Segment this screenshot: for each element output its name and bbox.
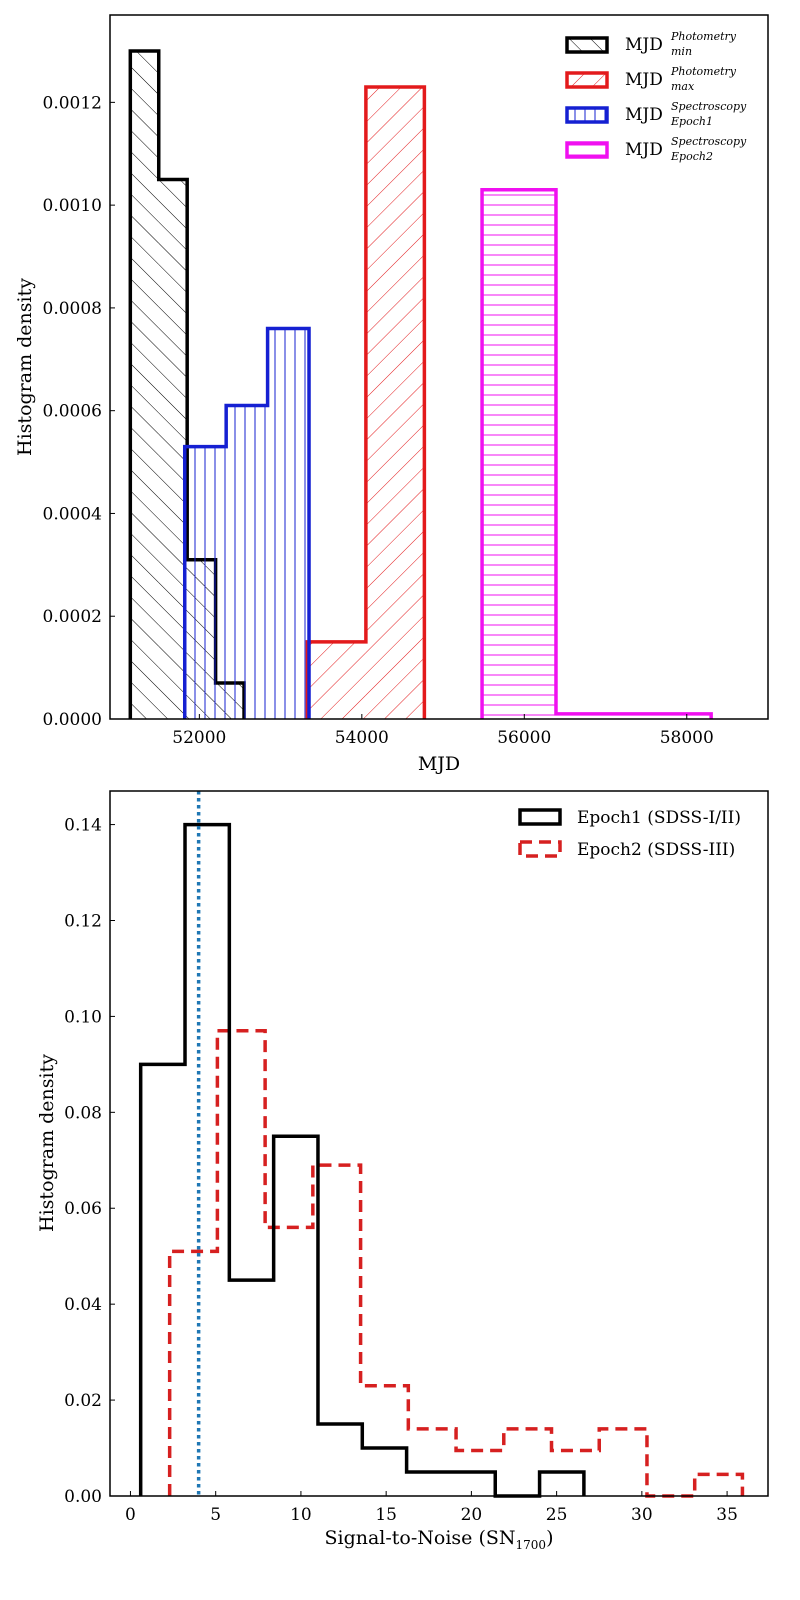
mjd-histogram-panel: 52000 54000 56000 58000 0.0000 0.0002 0.0004 0.…: [14, 14, 769, 775]
mjd-bar-series3-bin1: [184, 446, 227, 719]
snr-histogram-series2: [167, 1029, 745, 1498]
mjd-legend-entry-1: MJD Photometry min: [565, 30, 737, 58]
snr-plot-frame: [109, 790, 769, 1497]
snr-histogram-lines: [138, 791, 745, 1498]
snr-y-tick-label: 0.08: [64, 1103, 102, 1123]
mjd-legend-superscript: Spectroscopy: [671, 135, 747, 148]
mjd-outline-series3: [182, 326, 311, 719]
mjd-bar-series4-bin3: [629, 713, 712, 719]
mjd-bar-series1-bin2: [158, 179, 188, 719]
mjd-y-axis-label: Histogram density: [14, 278, 36, 456]
snr-x-tick-label: 35: [716, 1505, 738, 1525]
snr-axis-ticks: 0 5 10 15 20 25 30 35 0.00 0.02 0.04 0.06 0.08 0.10 0.…: [64, 816, 738, 1525]
snr-x-tick-label: 25: [546, 1505, 568, 1525]
snr-y-tick-label: 0.10: [64, 1007, 102, 1027]
mjd-bar-series1-bin1: [130, 50, 159, 720]
snr-y-tick-label: 0.00: [64, 1487, 102, 1507]
mjd-outline-series4: [480, 187, 713, 719]
snr-histogram-series1: [138, 822, 586, 1498]
snr-legend-label: Epoch1 (SDSS-I/II): [577, 808, 741, 828]
mjd-legend-superscript: Spectroscopy: [671, 100, 747, 113]
snr-y-tick-label: 0.06: [64, 1199, 102, 1219]
mjd-x-axis-label: MJD: [418, 753, 460, 775]
snr-x-tick-label: 10: [290, 1505, 312, 1525]
mjd-x-tick-label: 54000: [335, 728, 389, 748]
mjd-y-tick-label: 0.0000: [43, 710, 102, 730]
snr-legend-label: Epoch2 (SDSS-III): [577, 840, 735, 860]
snr-y-tick-label: 0.12: [64, 911, 102, 931]
snr-legend-swatch: [518, 840, 562, 858]
mjd-axis-ticks: 52000 54000 56000 58000 0.0000 0.0002 0.0004 0.…: [43, 93, 714, 748]
mjd-legend-swatch: [565, 71, 609, 89]
mjd-legend-entry-2: MJD Photometry max: [565, 65, 737, 93]
mjd-legend-superscript: Photometry: [670, 65, 737, 78]
snr-histogram-panel: 0 5 10 15 20 25 30 35 0.00 0.02 0.04 0.06 0.08 0.10 0.…: [36, 790, 769, 1552]
mjd-legend-subscript: min: [671, 45, 692, 58]
mjd-legend-swatch: [565, 36, 609, 54]
snr-x-axis-label-sub: 1700: [516, 1538, 547, 1552]
snr-y-tick-label: 0.02: [64, 1391, 102, 1411]
snr-legend: Epoch1 (SDSS-I/II) Epoch2 (SDSS-III): [518, 808, 741, 860]
snr-x-tick-label: 30: [631, 1505, 653, 1525]
snr-x-axis-label-main: Signal-to-Noise (SN: [324, 1527, 515, 1549]
mjd-y-tick-label: 0.0006: [43, 402, 102, 422]
mjd-legend-entry-3: MJD Spectroscopy Epoch1: [565, 100, 747, 128]
mjd-x-tick-label: 52000: [172, 728, 226, 748]
mjd-bar-series3-bin3: [267, 328, 310, 719]
mjd-legend-superscript: Photometry: [670, 30, 737, 43]
mjd-legend-label: MJD: [625, 70, 663, 90]
mjd-bar-series2-bin1: [307, 641, 366, 719]
mjd-legend-entry-4: MJD Spectroscopy Epoch2: [565, 135, 747, 163]
snr-y-axis-label: Histogram density: [36, 1054, 58, 1232]
snr-x-tick-label: 15: [375, 1505, 397, 1525]
snr-y-tick-label: 0.14: [64, 816, 102, 836]
mjd-legend-subscript: Epoch1: [670, 115, 713, 128]
mjd-y-tick-label: 0.0004: [43, 504, 102, 524]
mjd-legend-swatch: [565, 106, 609, 124]
mjd-y-tick-label: 0.0010: [43, 196, 102, 216]
snr-legend-entry-1: Epoch1 (SDSS-I/II): [518, 808, 741, 828]
mjd-legend-label: MJD: [625, 105, 663, 125]
snr-legend-swatch: [518, 808, 562, 826]
mjd-plot-frame: [109, 14, 769, 720]
mjd-bar-series3-bin2: [226, 405, 268, 719]
mjd-x-tick-label: 56000: [497, 728, 551, 748]
mjd-legend-subscript: max: [671, 80, 695, 93]
snr-x-axis-label: Signal-to-Noise (SN1700): [324, 1527, 553, 1552]
mjd-legend-subscript: Epoch2: [670, 150, 713, 163]
mjd-y-tick-label: 0.0012: [43, 93, 102, 113]
mjd-bar-series2-bin2: [365, 86, 425, 719]
snr-x-tick-label: 5: [210, 1505, 221, 1525]
mjd-y-tick-label: 0.0008: [43, 299, 102, 319]
mjd-legend: MJD Photometry min MJD Photometry max MJD Spect…: [565, 30, 747, 163]
mjd-histogram-bars: [128, 49, 713, 720]
snr-y-tick-label: 0.04: [64, 1295, 102, 1315]
mjd-legend-label: MJD: [625, 140, 663, 160]
mjd-legend-label: MJD: [625, 35, 663, 55]
snr-legend-entry-2: Epoch2 (SDSS-III): [518, 840, 735, 860]
mjd-legend-swatch: [565, 141, 609, 159]
snr-x-tick-label: 20: [461, 1505, 483, 1525]
mjd-bar-series4-bin2: [555, 713, 630, 719]
mjd-y-tick-label: 0.0002: [43, 607, 102, 627]
snr-x-tick-label: 0: [125, 1505, 136, 1525]
snr-x-axis-label-end: ): [546, 1527, 553, 1549]
mjd-x-tick-label: 58000: [660, 728, 714, 748]
mjd-bar-series4-bin1: [482, 189, 556, 720]
